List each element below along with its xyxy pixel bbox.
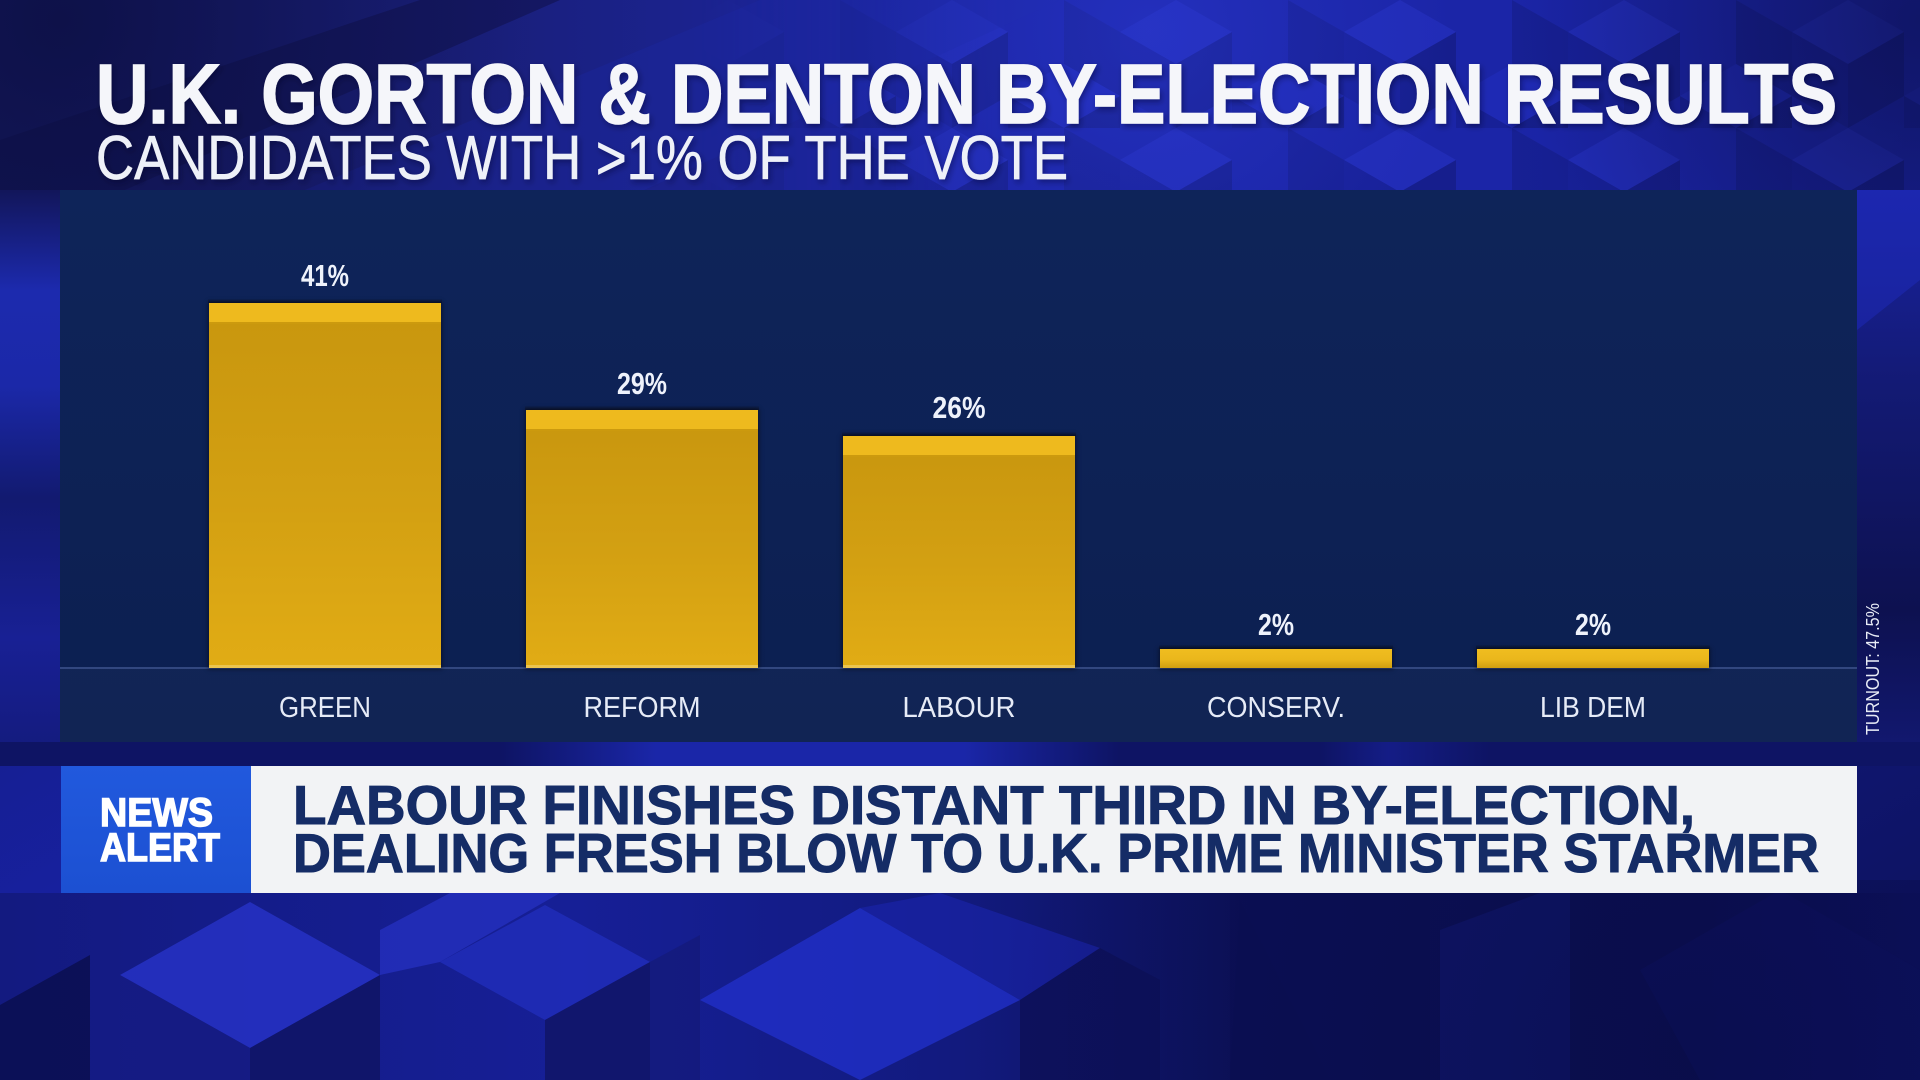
svg-text:CONSERV.: CONSERV.: [1207, 692, 1345, 724]
svg-text:LABOUR FINISHES DISTANT THIRD: LABOUR FINISHES DISTANT THIRD IN BY-ELEC…: [293, 774, 1695, 836]
svg-text:26%: 26%: [933, 390, 986, 425]
svg-text:41%: 41%: [301, 258, 349, 293]
svg-text:TURNOUT: 47.5%: TURNOUT: 47.5%: [1863, 603, 1883, 735]
svg-text:DEALING FRESH BLOW TO U.K. PRI: DEALING FRESH BLOW TO U.K. PRIME MINISTE…: [293, 822, 1819, 884]
svg-text:CANDIDATES WITH >1% OF THE VOT: CANDIDATES WITH >1% OF THE VOTE: [96, 124, 1068, 193]
svg-text:LABOUR: LABOUR: [903, 692, 1016, 724]
svg-text:ALERT: ALERT: [100, 826, 220, 870]
svg-text:LIB DEM: LIB DEM: [1540, 692, 1646, 724]
svg-text:29%: 29%: [617, 366, 667, 401]
svg-text:2%: 2%: [1575, 607, 1611, 642]
svg-text:REFORM: REFORM: [584, 692, 701, 724]
svg-text:GREEN: GREEN: [279, 692, 371, 724]
svg-text:NEWS: NEWS: [100, 791, 213, 835]
svg-text:2%: 2%: [1258, 607, 1294, 642]
svg-text:U.K. GORTON & DENTON BY-ELECTI: U.K. GORTON & DENTON BY-ELECTION RESULTS: [96, 47, 1837, 141]
